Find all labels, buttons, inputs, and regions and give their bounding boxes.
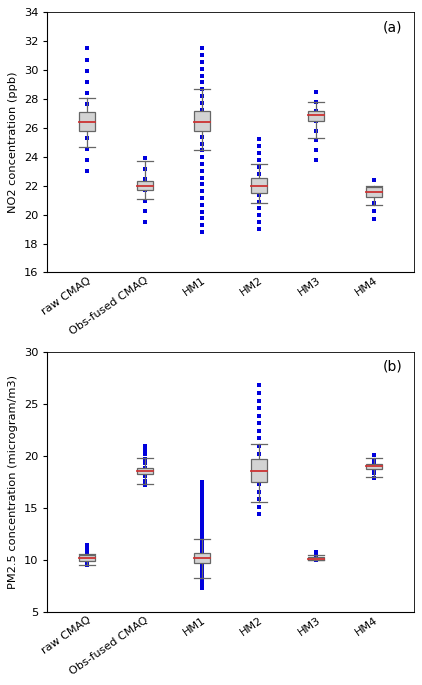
- FancyBboxPatch shape: [251, 459, 267, 482]
- FancyBboxPatch shape: [308, 557, 325, 560]
- FancyBboxPatch shape: [365, 187, 381, 197]
- FancyBboxPatch shape: [79, 555, 95, 561]
- Y-axis label: NO2 concentration (ppb): NO2 concentration (ppb): [8, 72, 18, 213]
- Text: (b): (b): [383, 360, 403, 374]
- Y-axis label: PM2.5 concentration (microgram/m3): PM2.5 concentration (microgram/m3): [8, 375, 18, 589]
- FancyBboxPatch shape: [194, 553, 210, 563]
- FancyBboxPatch shape: [137, 468, 153, 474]
- FancyBboxPatch shape: [365, 464, 381, 469]
- FancyBboxPatch shape: [251, 179, 267, 193]
- FancyBboxPatch shape: [194, 110, 210, 131]
- FancyBboxPatch shape: [79, 112, 95, 131]
- FancyBboxPatch shape: [137, 182, 153, 190]
- Text: (a): (a): [383, 20, 403, 34]
- FancyBboxPatch shape: [308, 110, 325, 121]
